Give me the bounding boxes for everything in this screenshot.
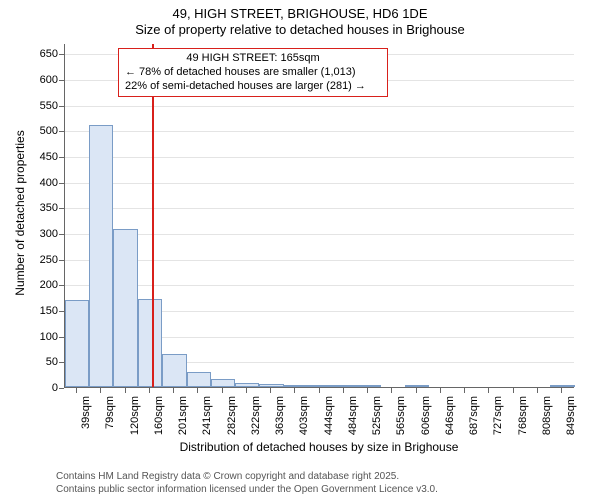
y-tick-label: 0 — [0, 382, 64, 394]
histogram-bar — [550, 385, 575, 387]
x-tick-mark — [391, 388, 392, 393]
y-tick-mark — [59, 388, 64, 389]
x-tick-mark — [343, 388, 344, 393]
histogram-bar — [138, 299, 163, 387]
gridline — [65, 208, 574, 209]
histogram-bar — [235, 383, 259, 387]
y-tick-label: 200 — [0, 279, 64, 291]
chart-container: 49, HIGH STREET, BRIGHOUSE, HD6 1DE Size… — [0, 0, 600, 500]
x-tick-label: 727sqm — [492, 396, 504, 435]
x-tick-mark — [513, 388, 514, 393]
histogram-bar — [284, 385, 308, 387]
x-tick-mark — [270, 388, 271, 393]
x-tick-label: 808sqm — [541, 396, 553, 435]
histogram-bar — [332, 385, 356, 387]
histogram-bar — [162, 354, 187, 387]
x-tick-label: 120sqm — [129, 396, 141, 435]
gridline — [65, 183, 574, 184]
y-axis-label: Number of detached properties — [13, 103, 27, 323]
histogram-bar — [187, 372, 211, 387]
histogram-bar — [89, 125, 113, 387]
x-tick-label: 687sqm — [468, 396, 480, 435]
x-tick-label: 241sqm — [201, 396, 213, 435]
x-tick-mark — [149, 388, 150, 393]
x-axis-label: Distribution of detached houses by size … — [64, 440, 574, 454]
x-tick-label: 646sqm — [444, 396, 456, 435]
x-tick-mark — [125, 388, 126, 393]
histogram-bar — [113, 229, 138, 387]
x-tick-mark — [197, 388, 198, 393]
annotation-box: 49 HIGH STREET: 165sqm ← 78% of detached… — [118, 48, 388, 97]
x-tick-mark — [173, 388, 174, 393]
x-tick-label: 444sqm — [323, 396, 335, 435]
x-tick-mark — [416, 388, 417, 393]
y-tick-label: 300 — [0, 228, 64, 240]
gridline — [65, 157, 574, 158]
y-tick-label: 150 — [0, 305, 64, 317]
x-tick-label: 565sqm — [395, 396, 407, 435]
y-tick-label: 350 — [0, 202, 64, 214]
x-tick-label: 525sqm — [371, 396, 383, 435]
x-tick-label: 849sqm — [565, 396, 577, 435]
histogram-bar — [356, 385, 381, 387]
x-tick-mark — [464, 388, 465, 393]
annotation-line-2: ← 78% of detached houses are smaller (1,… — [125, 66, 381, 80]
y-tick-label: 250 — [0, 254, 64, 266]
gridline — [65, 106, 574, 107]
x-tick-mark — [537, 388, 538, 393]
histogram-bar — [259, 384, 284, 387]
x-tick-mark — [222, 388, 223, 393]
annotation-line-1: 49 HIGH STREET: 165sqm — [125, 52, 381, 66]
footer-attribution: Contains HM Land Registry data © Crown c… — [56, 470, 438, 496]
annotation-line-3: 22% of semi-detached houses are larger (… — [125, 80, 381, 94]
x-tick-mark — [440, 388, 441, 393]
x-tick-mark — [76, 388, 77, 393]
x-tick-mark — [488, 388, 489, 393]
y-tick-label: 600 — [0, 74, 64, 86]
footer-line-2: Contains public sector information licen… — [56, 483, 438, 496]
x-tick-label: 484sqm — [347, 396, 359, 435]
chart-title-sub: Size of property relative to detached ho… — [0, 22, 600, 37]
y-tick-label: 650 — [0, 48, 64, 60]
y-tick-label: 50 — [0, 356, 64, 368]
x-tick-mark — [561, 388, 562, 393]
gridline — [65, 285, 574, 286]
x-tick-label: 403sqm — [298, 396, 310, 435]
x-tick-label: 201sqm — [177, 396, 189, 435]
histogram-bar — [211, 379, 236, 387]
y-tick-label: 100 — [0, 331, 64, 343]
x-tick-label: 282sqm — [226, 396, 238, 435]
x-tick-label: 39sqm — [80, 396, 92, 429]
x-tick-mark — [100, 388, 101, 393]
y-tick-label: 500 — [0, 125, 64, 137]
histogram-bar — [308, 385, 333, 387]
gridline — [65, 260, 574, 261]
y-tick-label: 550 — [0, 100, 64, 112]
gridline — [65, 131, 574, 132]
histogram-bar — [405, 385, 430, 387]
x-tick-label: 322sqm — [250, 396, 262, 435]
x-tick-label: 363sqm — [274, 396, 286, 435]
chart-title-main: 49, HIGH STREET, BRIGHOUSE, HD6 1DE — [0, 6, 600, 21]
x-tick-mark — [246, 388, 247, 393]
x-tick-label: 606sqm — [420, 396, 432, 435]
x-tick-label: 768sqm — [517, 396, 529, 435]
histogram-bar — [65, 300, 89, 387]
footer-line-1: Contains HM Land Registry data © Crown c… — [56, 470, 438, 483]
x-tick-label: 79sqm — [104, 396, 116, 429]
x-tick-mark — [367, 388, 368, 393]
x-tick-mark — [294, 388, 295, 393]
y-tick-label: 400 — [0, 177, 64, 189]
x-tick-label: 160sqm — [153, 396, 165, 435]
gridline — [65, 234, 574, 235]
y-tick-label: 450 — [0, 151, 64, 163]
x-tick-mark — [319, 388, 320, 393]
